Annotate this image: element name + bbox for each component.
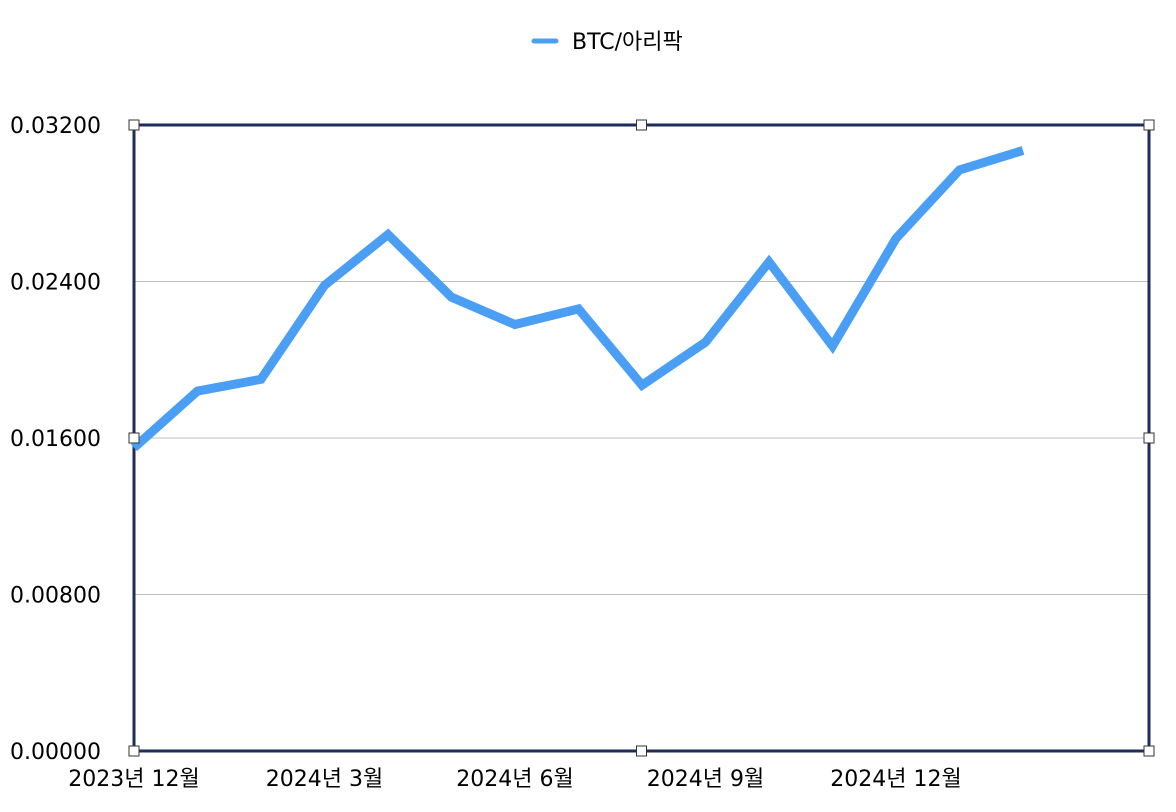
y-tick-label: 0.03200 bbox=[10, 114, 101, 139]
resize-handle[interactable] bbox=[128, 432, 140, 444]
data-point bbox=[451, 297, 452, 298]
data-point bbox=[324, 285, 325, 286]
resize-handle[interactable] bbox=[1143, 432, 1155, 444]
y-tick-label: 0.00800 bbox=[10, 584, 101, 609]
data-point bbox=[642, 385, 643, 386]
data-point bbox=[197, 391, 198, 392]
legend-label: BTC/아리팍 bbox=[572, 30, 683, 55]
resize-handle[interactable] bbox=[1143, 745, 1155, 757]
y-tick-label: 0.01600 bbox=[10, 427, 101, 452]
resize-handle[interactable] bbox=[128, 745, 140, 757]
gridlines bbox=[134, 281, 1149, 595]
data-point bbox=[1023, 150, 1024, 151]
x-axis-tick-labels: 2023년 12월 2024년 3월 2024년 6월 2024년 9월 2024년 1… bbox=[68, 767, 961, 792]
y-tick-label: 0.02400 bbox=[10, 271, 101, 296]
data-point bbox=[832, 346, 833, 347]
resize-handle[interactable] bbox=[1143, 119, 1155, 131]
data-point bbox=[769, 261, 770, 262]
data-point bbox=[578, 308, 579, 309]
data-point bbox=[388, 234, 389, 235]
resize-handle[interactable] bbox=[636, 745, 647, 757]
y-axis-tick-labels: 0.00000 0.00800 0.01600 0.02400 0.03200 bbox=[10, 114, 101, 765]
resize-handle[interactable] bbox=[128, 119, 140, 131]
series-layer bbox=[131, 146, 1025, 452]
selection-handles[interactable] bbox=[128, 119, 1155, 757]
legend: BTC/아리팍 bbox=[531, 30, 683, 55]
data-point bbox=[896, 238, 897, 239]
data-point bbox=[515, 324, 516, 325]
x-tick-label: 2024년 9월 bbox=[647, 767, 764, 792]
data-point bbox=[134, 447, 135, 448]
x-tick-label: 2024년 3월 bbox=[266, 767, 383, 792]
series-line bbox=[131, 146, 1025, 452]
y-tick-label: 0.00000 bbox=[10, 740, 101, 765]
data-point bbox=[959, 169, 960, 170]
data-point bbox=[705, 342, 706, 343]
x-tick-label: 2024년 6월 bbox=[456, 767, 573, 792]
x-tick-label: 2023년 12월 bbox=[68, 767, 199, 792]
data-point bbox=[261, 379, 262, 380]
x-tick-label: 2024년 12월 bbox=[830, 767, 961, 792]
resize-handle[interactable] bbox=[636, 119, 647, 131]
